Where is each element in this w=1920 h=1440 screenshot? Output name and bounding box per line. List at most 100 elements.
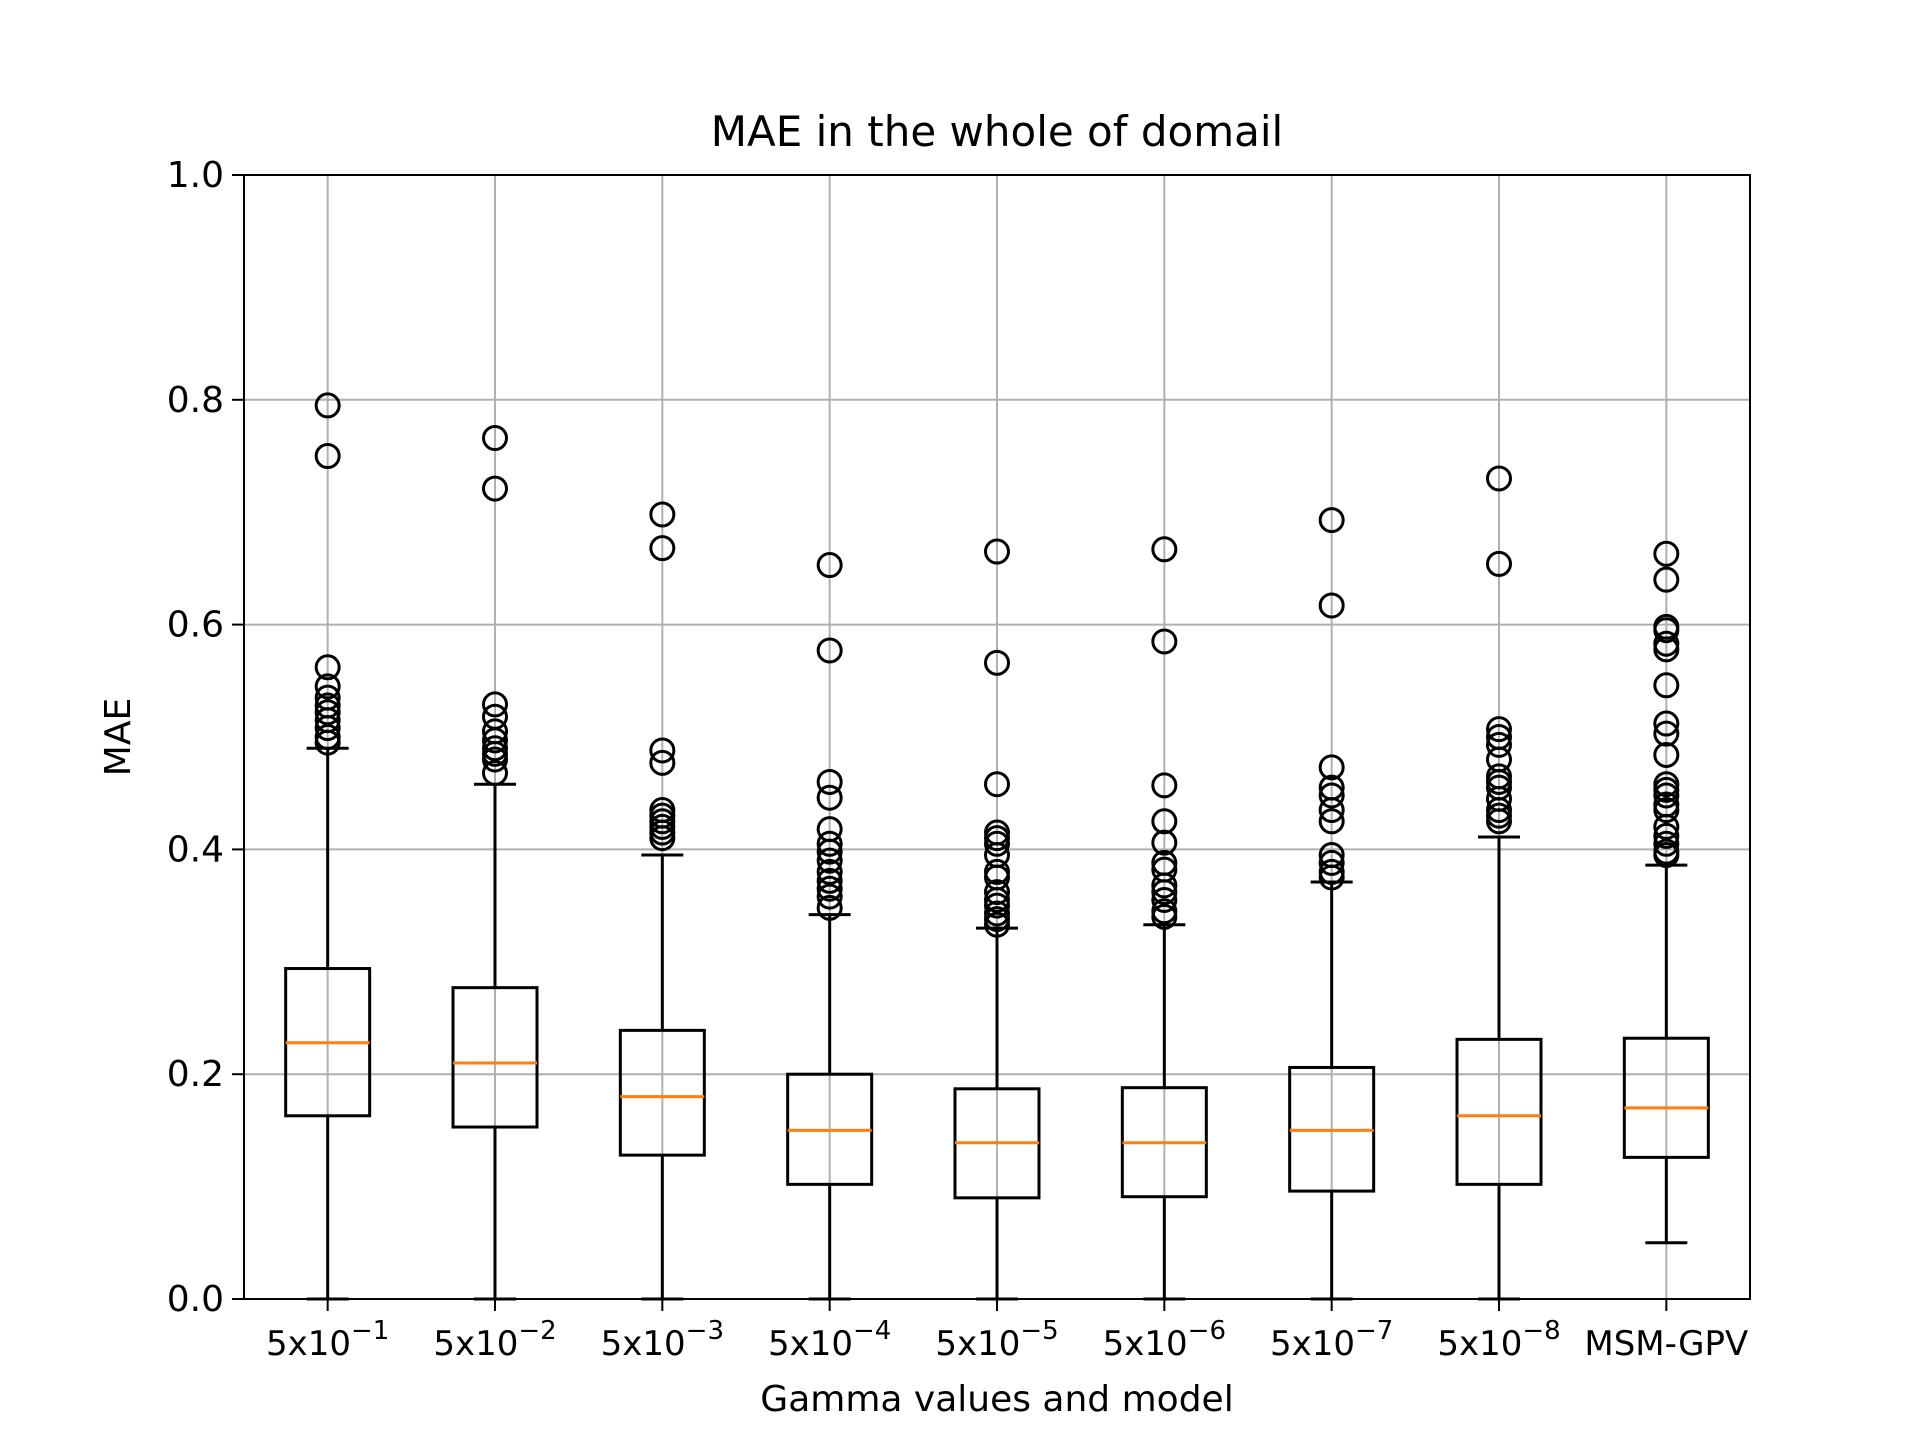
box-group: [1120, 536, 1208, 1301]
outlier-point: [1318, 797, 1345, 824]
grid-lines: [244, 174, 1750, 1300]
outlier-point: [1653, 672, 1680, 699]
outlier-point: [816, 784, 843, 811]
outlier-point: [314, 673, 341, 700]
y-tick-label: 0.8: [167, 380, 224, 421]
outlier-point: [1653, 720, 1680, 747]
outlier-point: [482, 691, 508, 718]
y-tick-label: 0.4: [167, 829, 224, 870]
y-axis-label: MAE: [98, 698, 139, 776]
outlier-point: [1653, 782, 1680, 809]
outlier-point: [314, 392, 341, 419]
outlier-point: [1653, 830, 1680, 857]
outlier-point: [1151, 903, 1178, 930]
x-tick-label: 5x10−3: [601, 1316, 724, 1364]
outlier-point: [816, 883, 843, 910]
outlier-point: [1486, 731, 1512, 758]
outlier-point: [482, 727, 508, 754]
outlier-point: [816, 894, 843, 921]
x-axis-ticks: 5x10−1 5x10−2 5x10−3 5x10−4 5x10−5 5x10−6 5x10…: [266, 1299, 1748, 1364]
outlier-point: [1653, 741, 1680, 768]
x-tick-label: MSM-GPV: [1584, 1324, 1748, 1364]
outlier-point: [984, 911, 1010, 938]
x-tick-label: 5x10−6: [1103, 1316, 1226, 1364]
outlier-point: [1151, 829, 1178, 856]
outlier-point: [1653, 842, 1680, 869]
outlier-point: [1486, 808, 1512, 835]
outlier-point: [1653, 636, 1680, 663]
outlier-point: [482, 746, 508, 773]
box-body: [451, 986, 539, 1129]
outlier-point: [984, 538, 1010, 565]
x-axis-label: Gamma values and model: [760, 1379, 1233, 1420]
outlier-point: [984, 879, 1010, 906]
outlier-point: [649, 501, 676, 528]
outlier-point: [1653, 540, 1680, 567]
outlier-point: [314, 715, 341, 742]
outlier-point: [1318, 782, 1345, 809]
box-body: [1622, 1036, 1710, 1159]
outlier-point: [1653, 813, 1680, 840]
outlier-point: [816, 867, 843, 894]
outlier-point: [314, 729, 341, 756]
box-group: [1622, 540, 1710, 1245]
y-tick-label: 0.0: [167, 1279, 224, 1320]
outlier-point: [816, 768, 843, 795]
outlier-point: [314, 443, 341, 469]
outlier-point: [816, 552, 843, 579]
outlier-point: [1653, 710, 1680, 737]
box-group: [284, 392, 372, 1301]
outlier-point: [1318, 849, 1345, 876]
outlier-point: [482, 425, 508, 452]
box-group: [618, 501, 706, 1301]
outlier-point: [984, 892, 1010, 919]
outlier-point: [984, 830, 1010, 857]
box-group: [953, 538, 1041, 1301]
outlier-point: [1318, 864, 1345, 891]
outlier-point: [1318, 808, 1345, 835]
outlier-point: [649, 535, 676, 562]
outlier-point: [984, 649, 1010, 676]
box-group: [1288, 507, 1376, 1301]
x-tick-label: 5x10−2: [433, 1316, 556, 1364]
box-body: [618, 1028, 706, 1157]
box-body: [1455, 1037, 1543, 1186]
outlier-point: [482, 475, 508, 502]
outlier-point: [1486, 550, 1512, 577]
outlier-point: [482, 759, 508, 786]
chart-title: MAE in the whole of domail: [711, 107, 1283, 156]
outlier-point: [1318, 507, 1345, 534]
x-tick-label: 5x10−8: [1437, 1316, 1560, 1364]
outlier-point: [1151, 628, 1178, 655]
outlier-point: [649, 749, 676, 776]
box-group: [1455, 465, 1543, 1301]
outlier-point: [1318, 592, 1345, 619]
outlier-point: [1486, 465, 1512, 492]
x-tick-label: 5x10−5: [935, 1316, 1058, 1364]
outlier-point: [649, 825, 676, 852]
x-tick-label: 5x10−1: [266, 1316, 389, 1364]
outlier-point: [1653, 566, 1680, 593]
y-tick-label: 0.2: [167, 1054, 224, 1095]
outlier-point: [1151, 808, 1178, 835]
outlier-point: [1653, 822, 1680, 849]
y-tick-label: 0.6: [167, 605, 224, 646]
outlier-point: [816, 830, 843, 857]
outlier-point: [816, 847, 843, 874]
outlier-point: [1151, 772, 1178, 799]
outlier-point: [1151, 872, 1178, 899]
x-tick-label: 5x10−4: [768, 1316, 891, 1364]
outlier-point: [1151, 879, 1178, 906]
outlier-point: [816, 875, 843, 902]
outlier-point: [816, 637, 843, 664]
outlier-point: [1151, 536, 1178, 563]
outlier-point: [1318, 754, 1345, 781]
outlier-point: [1151, 886, 1178, 913]
outlier-point: [816, 838, 843, 865]
x-tick-label: 5x10−7: [1270, 1316, 1393, 1364]
outlier-point: [1653, 617, 1680, 644]
outlier-point: [816, 858, 843, 885]
outlier-point: [1653, 797, 1680, 824]
